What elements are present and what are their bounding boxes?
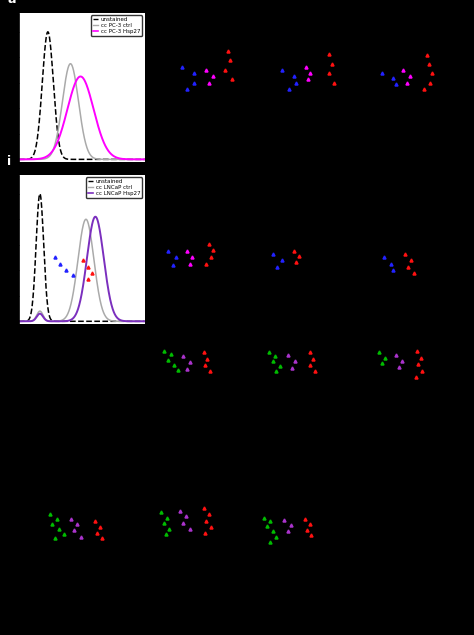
Legend: unstained, cc LNCaP ctrl, cc LNCaP Hsp27: unstained, cc LNCaP ctrl, cc LNCaP Hsp27 — [86, 177, 142, 198]
Text: a: a — [7, 0, 16, 6]
Title: THP-1: THP-1 — [67, 3, 96, 13]
X-axis label: CD71: CD71 — [70, 342, 93, 351]
X-axis label: CD163: CD163 — [68, 180, 96, 189]
Title: HL-60: HL-60 — [67, 164, 96, 175]
Text: i: i — [7, 156, 11, 168]
Legend: unstained, cc PC-3 ctrl, cc PC-3 Hsp27: unstained, cc PC-3 ctrl, cc PC-3 Hsp27 — [91, 15, 142, 36]
